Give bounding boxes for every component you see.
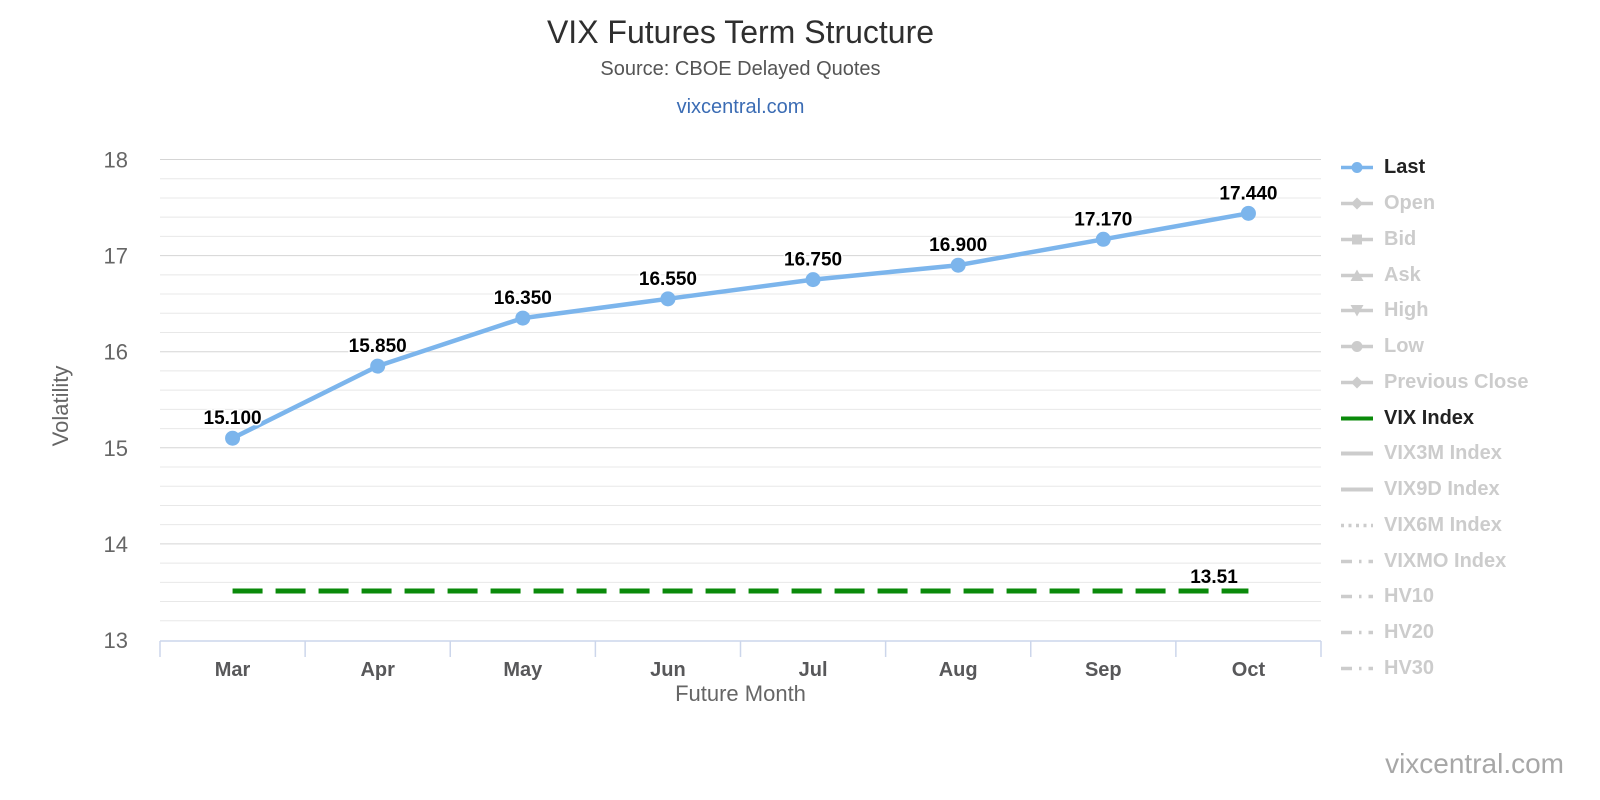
data-label: 16.750 xyxy=(784,250,842,271)
legend-item-hv30[interactable]: HV30 xyxy=(1340,651,1590,687)
vix-index-value-label: 13.51 xyxy=(1190,567,1238,588)
legend-item-vix3m-index[interactable]: VIX3M Index xyxy=(1340,436,1590,472)
data-point-mar[interactable] xyxy=(225,430,241,446)
legend-label: VIX Index xyxy=(1384,406,1475,429)
legend-item-vix9d-index[interactable]: VIX9D Index xyxy=(1340,472,1590,508)
legend-label: Previous Close xyxy=(1384,370,1529,393)
vix9d-series-icon xyxy=(1340,482,1374,497)
legend-item-high[interactable]: High xyxy=(1340,293,1590,329)
svg-text:14: 14 xyxy=(104,532,128,557)
legend-label: VIX9D Index xyxy=(1384,478,1500,501)
chart-subtitle: Source: CBOE Delayed Quotes xyxy=(600,58,881,80)
data-point-aug[interactable] xyxy=(950,257,966,273)
legend-item-vix6m-index[interactable]: VIX6M Index xyxy=(1340,508,1590,544)
legend-item-bid[interactable]: Bid xyxy=(1340,222,1590,258)
legend-item-previous-close[interactable]: Previous Close xyxy=(1340,365,1590,401)
svg-text:Apr: Apr xyxy=(360,659,395,681)
legend-label: High xyxy=(1384,299,1429,322)
legend-item-vix-index[interactable]: VIX Index xyxy=(1340,400,1590,436)
low-series-icon xyxy=(1340,339,1374,354)
x-axis-labels: Mar Apr May Jun Jul Aug Sep Oct xyxy=(215,659,1266,681)
gridlines-major xyxy=(160,159,1321,545)
legend: Last Open Bid Ask High Low Previous Clos… xyxy=(1340,150,1590,686)
legend-item-ask[interactable]: Ask xyxy=(1340,257,1590,293)
open-series-icon xyxy=(1340,196,1374,211)
legend-item-last[interactable]: Last xyxy=(1340,150,1590,186)
legend-label: VIX6M Index xyxy=(1384,513,1502,536)
hv20-series-icon xyxy=(1340,625,1374,640)
data-point-apr[interactable] xyxy=(370,358,386,374)
gridlines-minor xyxy=(160,178,1321,622)
data-point-jun[interactable] xyxy=(660,291,676,307)
chart-title: VIX Futures Term Structure xyxy=(546,14,935,50)
legend-label: Bid xyxy=(1384,227,1417,250)
data-point-oct[interactable] xyxy=(1240,205,1256,221)
legend-item-hv10[interactable]: HV10 xyxy=(1340,579,1590,615)
svg-text:Oct: Oct xyxy=(1232,659,1266,681)
legend-label: HV20 xyxy=(1384,621,1435,644)
vix-index-series: 13.51 xyxy=(232,567,1249,594)
last-series-icon xyxy=(1340,160,1374,175)
previous-close-series-icon xyxy=(1340,375,1374,390)
svg-text:May: May xyxy=(503,659,543,681)
data-point-may[interactable] xyxy=(515,310,531,326)
svg-text:18: 18 xyxy=(104,148,128,173)
y-axis-labels: 13 14 15 16 17 18 xyxy=(104,148,128,654)
high-series-icon xyxy=(1340,303,1374,318)
hv30-series-icon xyxy=(1340,661,1374,676)
legend-label: HV10 xyxy=(1384,585,1435,608)
svg-text:Jul: Jul xyxy=(799,659,828,681)
vixmo-series-icon xyxy=(1340,554,1374,569)
data-point-jul[interactable] xyxy=(805,272,821,288)
data-label: 17.170 xyxy=(1074,209,1132,230)
svg-text:Mar: Mar xyxy=(215,659,251,681)
legend-label: Last xyxy=(1384,156,1426,179)
watermark: vixcentral.com xyxy=(1385,748,1564,779)
data-label: 17.440 xyxy=(1219,183,1277,204)
legend-item-open[interactable]: Open xyxy=(1340,186,1590,222)
data-point-sep[interactable] xyxy=(1095,231,1111,247)
vix6m-series-icon xyxy=(1340,518,1374,533)
data-label: 16.900 xyxy=(929,235,987,256)
legend-label: VIX3M Index xyxy=(1384,442,1502,465)
ask-series-icon xyxy=(1340,268,1374,283)
svg-text:Aug: Aug xyxy=(939,659,978,681)
data-label: 15.850 xyxy=(349,336,407,357)
bid-series-icon xyxy=(1340,232,1374,247)
vix-index-series-icon xyxy=(1340,411,1374,426)
legend-label: VIXMO Index xyxy=(1384,549,1507,572)
header-link-row: vixcentral.com xyxy=(160,96,1321,119)
legend-label: Low xyxy=(1384,335,1424,358)
legend-item-hv20[interactable]: HV20 xyxy=(1340,615,1590,651)
data-label: 15.100 xyxy=(204,408,262,429)
svg-text:Jun: Jun xyxy=(650,659,686,681)
svg-text:13: 13 xyxy=(104,628,128,653)
y-axis-title: Volatility xyxy=(48,366,73,447)
last-series: 15.100 15.850 16.350 16.550 16.750 16.900 17.1… xyxy=(202,182,1279,446)
legend-label: Open xyxy=(1384,192,1436,215)
vix3m-series-icon xyxy=(1340,446,1374,461)
svg-text:16: 16 xyxy=(104,340,128,365)
legend-label: HV30 xyxy=(1384,656,1435,679)
hv10-series-icon xyxy=(1340,589,1374,604)
legend-item-low[interactable]: Low xyxy=(1340,329,1590,365)
x-axis xyxy=(159,640,1322,657)
last-series-line xyxy=(230,211,1251,441)
data-label: 16.550 xyxy=(639,269,697,290)
x-axis-title: Future Month xyxy=(675,681,806,706)
data-label: 16.350 xyxy=(494,288,552,309)
svg-text:Sep: Sep xyxy=(1085,659,1122,681)
legend-item-vixmo-index[interactable]: VIXMO Index xyxy=(1340,543,1590,579)
svg-text:17: 17 xyxy=(104,244,128,269)
svg-text:15: 15 xyxy=(104,436,128,461)
vixcentral-link[interactable]: vixcentral.com xyxy=(676,96,805,118)
legend-label: Ask xyxy=(1384,263,1421,286)
